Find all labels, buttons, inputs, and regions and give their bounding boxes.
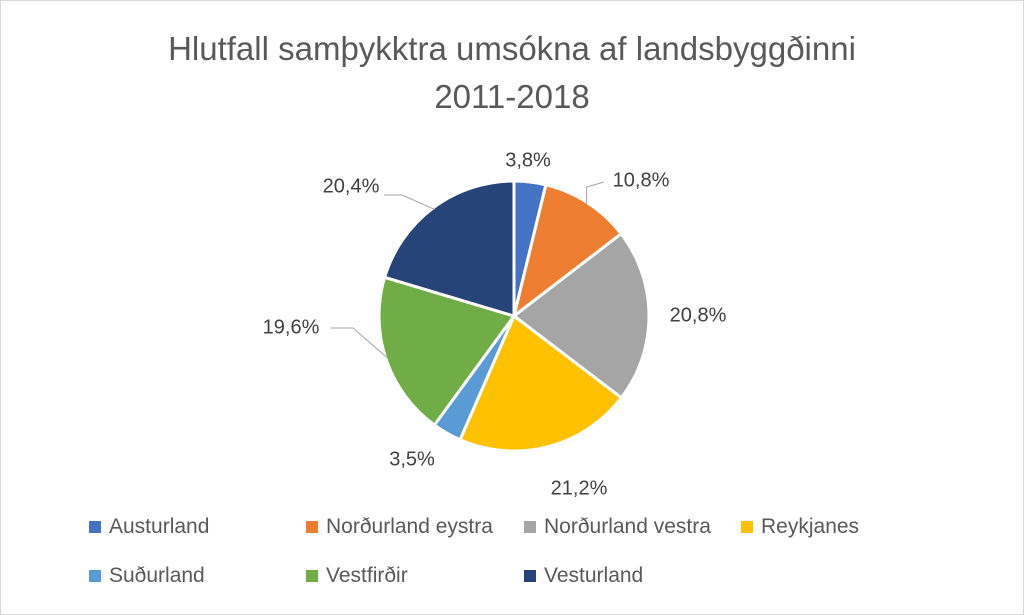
- data-label-vestfirdir: 19,6%: [263, 316, 320, 338]
- data-label-sudurland: 3,5%: [389, 448, 435, 470]
- data-label-austurland: 3,8%: [505, 149, 551, 171]
- chart-title: Hlutfall samþykktra umsókna af landsbygg…: [168, 30, 856, 67]
- legend-item-sudurland: Suðurland: [89, 562, 205, 590]
- data-label-nordurland-eystra: 10,8%: [613, 169, 670, 191]
- leader-line: [586, 181, 605, 205]
- data-label-nordurland-vestra: 20,8%: [670, 304, 727, 326]
- legend-swatch-icon: [306, 570, 318, 582]
- legend-item-nordurland-vestra: Norðurland vestra: [524, 513, 711, 541]
- pie-slice-vestfirdir: [377, 275, 516, 427]
- data-label-reykjanes: 21,2%: [551, 477, 608, 499]
- legend-label: Reykjanes: [761, 515, 860, 538]
- legend-swatch-icon: [524, 521, 536, 533]
- legend-item-nordurland-eystra: Norðurland eystra: [306, 513, 493, 541]
- legend-item-austurland: Austurland: [89, 513, 209, 541]
- legend-label: Suðurland: [109, 564, 205, 587]
- legend-label: Vesturland: [544, 564, 644, 587]
- legend-item-reykjanes: Reykjanes: [741, 513, 859, 541]
- leader-line: [331, 327, 389, 359]
- legend-label: Norðurland eystra: [326, 515, 493, 538]
- legend-label: Austurland: [109, 515, 210, 538]
- legend-item-vesturland: Vesturland: [524, 562, 643, 590]
- pie-slice-nordurland-eystra: [512, 183, 623, 318]
- legend-swatch-icon: [89, 570, 101, 582]
- legend-swatch-icon: [89, 521, 101, 533]
- legend-swatch-icon: [524, 570, 536, 582]
- data-label-vesturland: 20,4%: [323, 175, 380, 197]
- legend-item-vestfirdir: Vestfirðir: [306, 562, 408, 590]
- legend-swatch-icon: [741, 521, 753, 533]
- pie-slice-nordurland-vestra: [512, 232, 651, 400]
- chart-subtitle: 2011-2018: [434, 78, 590, 115]
- legend-label: Vestfirðir: [326, 564, 408, 587]
- pie-slice-vesturland: [383, 179, 516, 318]
- leader-line: [384, 194, 435, 210]
- legend-label: Norðurland vestra: [544, 515, 711, 538]
- legend-swatch-icon: [306, 521, 318, 533]
